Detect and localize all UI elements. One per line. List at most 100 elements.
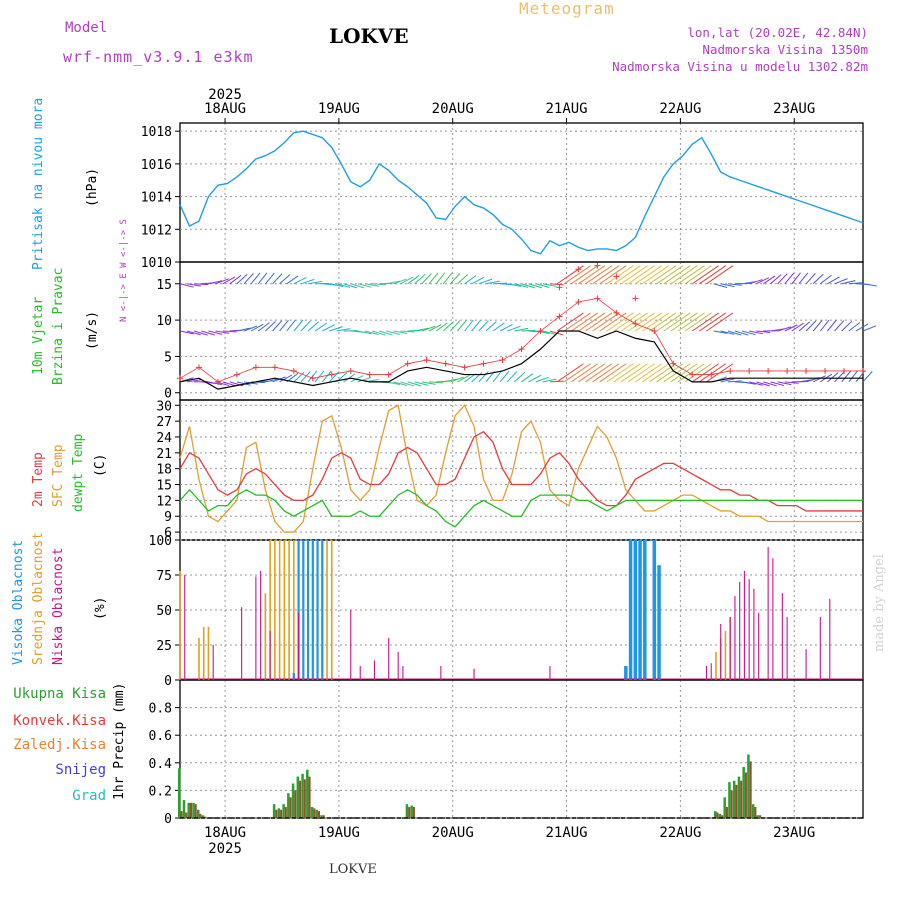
wind-barb bbox=[279, 374, 293, 383]
temp-line-t2m bbox=[179, 430, 863, 512]
precip-total-bar bbox=[756, 815, 760, 818]
precip-conv-bar bbox=[284, 806, 287, 818]
y-tick-label: 0.2 bbox=[149, 784, 172, 799]
wind-barb bbox=[250, 272, 261, 285]
wind-barb bbox=[734, 330, 749, 336]
pressure-unit: (hPa) bbox=[85, 168, 100, 207]
wind-barb bbox=[379, 330, 393, 336]
wind-barb bbox=[272, 320, 283, 332]
wind-barb bbox=[257, 272, 268, 285]
wind-barb bbox=[620, 363, 648, 383]
wind-ylabel-1: 10m Vjetar bbox=[31, 297, 46, 375]
wind-barb bbox=[635, 265, 663, 285]
wind-barb bbox=[179, 330, 194, 335]
wind-barb bbox=[720, 330, 735, 335]
wind-gust-mark bbox=[556, 284, 563, 291]
precip-conv-bar bbox=[303, 779, 306, 818]
wind-barb bbox=[563, 265, 591, 285]
y-tick-label: 0 bbox=[164, 674, 172, 689]
wind-barb bbox=[606, 363, 634, 383]
cloud-high-bar bbox=[292, 673, 295, 680]
wind-barb bbox=[613, 312, 641, 332]
wind-barb bbox=[691, 265, 719, 285]
wind-barb bbox=[208, 280, 223, 285]
precip-total-bar bbox=[182, 800, 186, 818]
wind-barb bbox=[627, 363, 655, 383]
wind-barb bbox=[471, 319, 481, 332]
wind-barb bbox=[535, 376, 550, 383]
day-label-top: 19AUG bbox=[318, 101, 360, 117]
wind-barb bbox=[464, 275, 477, 285]
precip-total-bar bbox=[296, 776, 300, 818]
wind-barb bbox=[314, 370, 325, 383]
wind-barb bbox=[542, 283, 557, 287]
day-label-top: 22AUG bbox=[659, 101, 701, 117]
wind-barb bbox=[556, 265, 584, 285]
wind-barb bbox=[222, 276, 236, 285]
wind-barb bbox=[756, 330, 771, 333]
wind-barb bbox=[222, 330, 237, 333]
y-tick-label: 12 bbox=[156, 494, 172, 509]
wind-barb bbox=[699, 312, 727, 332]
cloud-high-bar bbox=[643, 540, 647, 680]
wind-gust-mark bbox=[632, 295, 639, 302]
wind-barb bbox=[371, 330, 386, 336]
cloud-high-bar bbox=[316, 540, 319, 680]
wind-barb bbox=[805, 273, 816, 285]
wind-barb bbox=[798, 272, 809, 285]
wind-barb bbox=[727, 330, 742, 336]
wind-barb bbox=[442, 272, 453, 285]
wind-barb bbox=[442, 321, 454, 332]
wind-barb bbox=[421, 381, 436, 385]
wind-barb bbox=[677, 312, 705, 332]
wind-barb bbox=[208, 330, 223, 335]
precip-conv-bar bbox=[322, 815, 325, 818]
wind-barb bbox=[699, 363, 727, 383]
panel-4: 0 0.2 0.4 0.6 0.8 bbox=[149, 679, 864, 827]
y-tick-label: 1010 bbox=[141, 256, 172, 271]
y-tick-label: 50 bbox=[156, 604, 172, 619]
wind-barb bbox=[272, 273, 283, 285]
wind-barb bbox=[357, 376, 372, 383]
wind-barb bbox=[756, 381, 770, 387]
y-tick-label: 15 bbox=[156, 278, 172, 293]
wind-gust-mark bbox=[575, 266, 582, 273]
wind-barb bbox=[264, 272, 275, 285]
wind-barb bbox=[585, 363, 613, 383]
wind-barb bbox=[713, 330, 728, 334]
wind-barb bbox=[300, 278, 315, 285]
y-tick-label: 24 bbox=[156, 431, 172, 446]
wind-gust-line bbox=[179, 297, 863, 383]
cloud-high-bar bbox=[302, 540, 305, 680]
day-label-top: 18AUG bbox=[204, 101, 246, 117]
wind-barb bbox=[542, 378, 557, 383]
wind-barb bbox=[186, 330, 201, 336]
wind-barb bbox=[194, 330, 208, 336]
precip-conv-bar bbox=[275, 809, 278, 818]
precip-total-bar bbox=[178, 768, 181, 818]
precip-conv-bar bbox=[730, 790, 733, 818]
year-label-top: 2025 bbox=[208, 87, 242, 103]
wind-barb bbox=[606, 265, 634, 285]
wind-barb bbox=[571, 265, 598, 285]
wind-barb bbox=[684, 265, 712, 285]
y-tick-label: 75 bbox=[156, 569, 172, 584]
wind-barb bbox=[862, 371, 873, 383]
wind-barb bbox=[243, 273, 254, 285]
precip-conv-bar bbox=[735, 784, 738, 818]
wind-barb bbox=[727, 380, 742, 383]
cloud-high-bar bbox=[624, 666, 628, 680]
precip-conv-bar bbox=[725, 806, 728, 818]
wind-barb bbox=[862, 325, 877, 332]
wind-barb bbox=[521, 373, 534, 383]
wind-barb bbox=[848, 370, 858, 383]
cloud-high-bar bbox=[628, 540, 633, 680]
wind-barb bbox=[571, 312, 598, 332]
wind-barb bbox=[855, 323, 869, 332]
wind-barb bbox=[507, 325, 521, 332]
wind-barb bbox=[528, 374, 542, 383]
wind-barb bbox=[777, 326, 792, 332]
precip-total-bar bbox=[742, 766, 745, 818]
precip-total-bar bbox=[287, 793, 290, 818]
wind-barb bbox=[329, 283, 344, 287]
